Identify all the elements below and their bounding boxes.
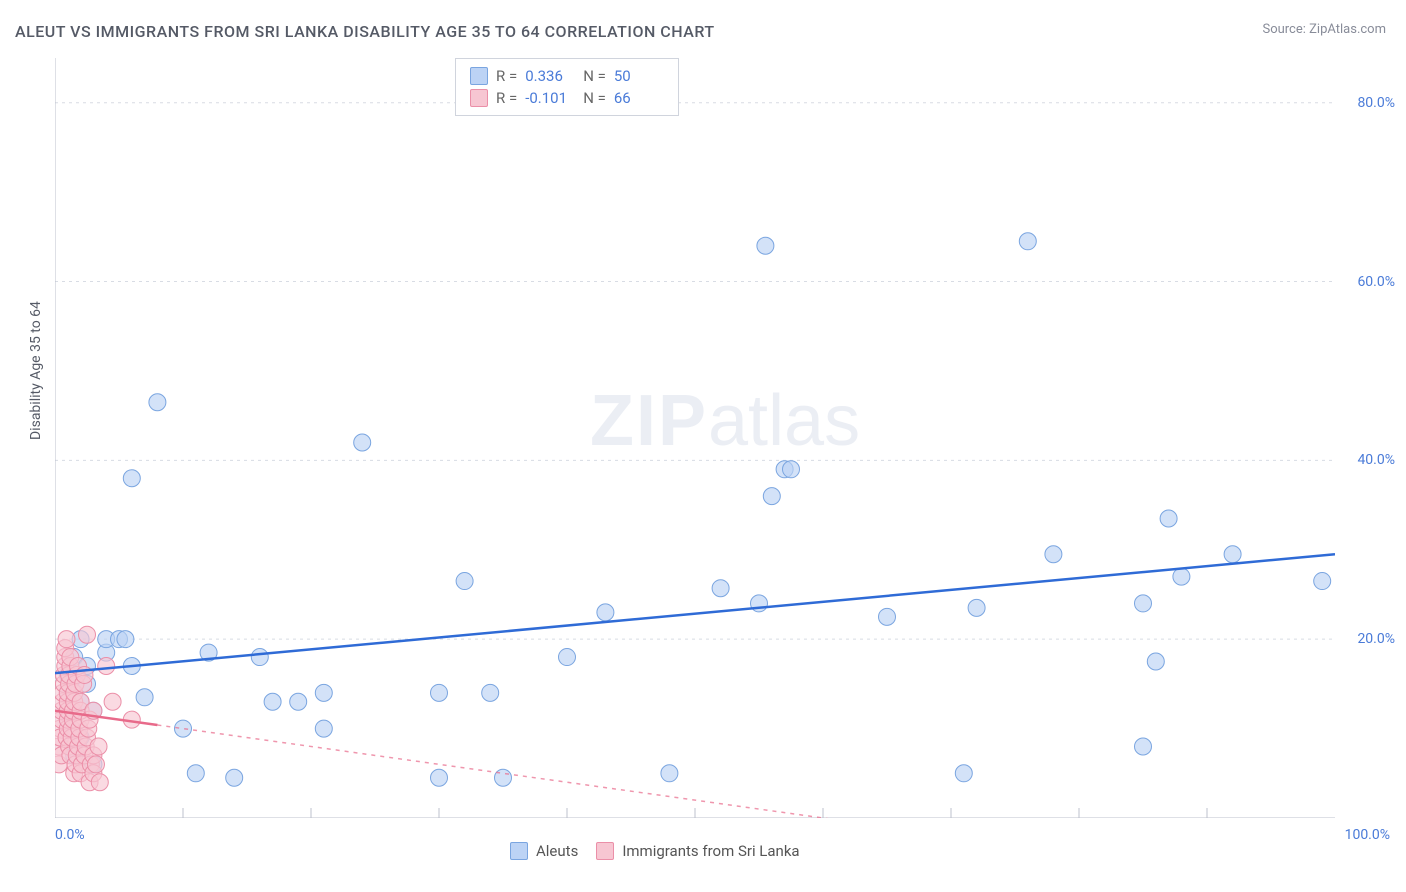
source-attribution: Source: ZipAtlas.com [1262, 22, 1386, 37]
x-tick-max: 100.0% [1345, 827, 1390, 843]
y-tick-label: 40.0% [1357, 452, 1395, 468]
series-legend-label: Aleuts [536, 842, 578, 860]
scatter-plot-svg [55, 58, 1335, 818]
series-legend-item: Immigrants from Sri Lanka [596, 842, 799, 860]
legend-n-label: N = [583, 67, 606, 85]
series-legend: Aleuts Immigrants from Sri Lanka [510, 842, 800, 860]
legend-row: R = 0.336 N = 50 [470, 65, 664, 87]
legend-swatch [470, 67, 488, 85]
legend-swatch [510, 842, 528, 860]
legend-r-value: -0.101 [525, 89, 575, 107]
plot-area: 20.0%40.0%60.0%80.0% 0.0% 100.0% [55, 58, 1335, 818]
y-tick-label: 60.0% [1357, 274, 1395, 290]
legend-r-label: R = [496, 89, 517, 107]
y-tick-label: 80.0% [1357, 95, 1395, 111]
legend-swatch [470, 89, 488, 107]
legend-r-label: R = [496, 67, 517, 85]
y-tick-label: 20.0% [1357, 631, 1395, 647]
legend-r-value: 0.336 [525, 67, 575, 85]
legend-n-value: 50 [614, 67, 664, 85]
series-legend-label: Immigrants from Sri Lanka [622, 842, 799, 860]
legend-n-label: N = [583, 89, 606, 107]
legend-row: R = -0.101 N = 66 [470, 87, 664, 109]
legend-n-value: 66 [614, 89, 664, 107]
series-legend-item: Aleuts [510, 842, 578, 860]
correlation-legend: R = 0.336 N = 50 R = -0.101 N = 66 [455, 58, 679, 116]
x-tick-min: 0.0% [55, 827, 85, 843]
chart-container: ALEUT VS IMMIGRANTS FROM SRI LANKA DISAB… [0, 0, 1406, 892]
chart-title: ALEUT VS IMMIGRANTS FROM SRI LANKA DISAB… [15, 22, 715, 41]
legend-swatch [596, 842, 614, 860]
y-axis-label: Disability Age 35 to 64 [28, 301, 44, 440]
